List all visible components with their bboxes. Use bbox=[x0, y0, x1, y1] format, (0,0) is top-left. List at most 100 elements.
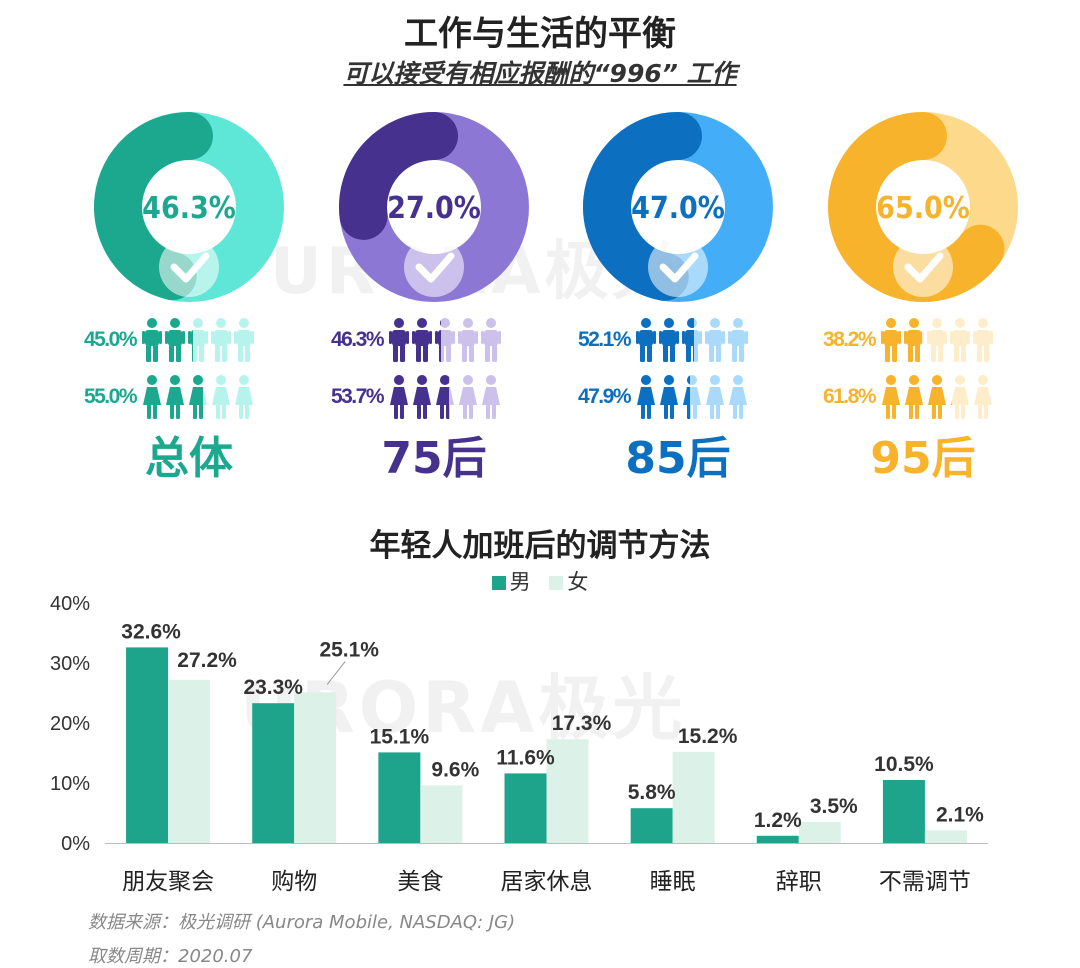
bar-male bbox=[630, 808, 673, 843]
male-person-icon bbox=[904, 318, 923, 362]
male-person-icon bbox=[211, 318, 231, 362]
person-slot bbox=[881, 374, 901, 420]
person-slot bbox=[636, 317, 656, 363]
person-slot bbox=[412, 374, 432, 420]
female-person-icon bbox=[905, 375, 923, 419]
y-tick-label: 30% bbox=[50, 653, 90, 675]
legend-swatch-female bbox=[549, 576, 564, 590]
bar-label-female: 25.1% bbox=[319, 638, 379, 661]
female-person-icon bbox=[436, 375, 449, 419]
person-slot bbox=[904, 317, 924, 363]
male-pct: 45.0% bbox=[83, 328, 138, 351]
female-person-icon bbox=[951, 401, 952, 405]
bar-female bbox=[420, 785, 463, 843]
donut-value-arc bbox=[339, 112, 458, 240]
female-person-icon bbox=[166, 375, 184, 419]
male-person-icon bbox=[188, 318, 208, 362]
bar-label-female: 9.6% bbox=[431, 758, 479, 781]
y-tick-label: 40% bbox=[50, 593, 90, 615]
source-note: 数据来源：极光调研 (Aurora Mobile, NASDAQ: JG) bbox=[88, 912, 516, 933]
male-person-icon bbox=[142, 318, 162, 362]
person-slot bbox=[458, 317, 478, 363]
bar-label-female: 15.2% bbox=[678, 725, 738, 748]
people-row-male: 52.1% bbox=[570, 315, 748, 365]
person-slot bbox=[927, 374, 947, 420]
bar-female bbox=[924, 830, 967, 843]
person-slot bbox=[435, 317, 455, 363]
female-person-icon bbox=[951, 375, 969, 419]
people-row-female: 55.0% bbox=[76, 372, 254, 422]
male-person-icon bbox=[435, 318, 455, 362]
period-note: 取数周期：2020.07 bbox=[88, 946, 253, 967]
person-slot bbox=[165, 374, 185, 420]
female-person-icon bbox=[974, 375, 992, 419]
group-label-85: 85后 bbox=[625, 433, 731, 484]
person-slot bbox=[165, 317, 185, 363]
bar-label-female: 2.1% bbox=[936, 803, 984, 826]
donut-pct-label: 27.0% bbox=[387, 191, 481, 226]
male-person-icon bbox=[973, 318, 993, 362]
male-person-icon bbox=[659, 318, 679, 362]
female-pct: 47.9% bbox=[577, 385, 632, 408]
x-tick-label: 朋友聚会 bbox=[122, 869, 214, 895]
check-icon bbox=[415, 252, 455, 283]
x-tick-label: 购物 bbox=[271, 869, 317, 895]
male-person-icon bbox=[435, 319, 442, 362]
people-row-female: 47.9% bbox=[570, 372, 748, 422]
donut-pct-label: 46.3% bbox=[142, 191, 236, 226]
male-person-icon bbox=[481, 318, 501, 362]
person-slot bbox=[458, 374, 478, 420]
bar-label-female: 3.5% bbox=[810, 795, 858, 818]
female-person-icon bbox=[706, 375, 724, 419]
female-person-icon bbox=[212, 375, 230, 419]
male-person-icon bbox=[458, 318, 478, 362]
person-slot bbox=[234, 317, 254, 363]
person-slot bbox=[142, 374, 162, 420]
bar-male bbox=[126, 647, 169, 843]
female-person-icon bbox=[683, 375, 690, 419]
bar-label-male: 5.8% bbox=[628, 781, 676, 804]
male-pct: 46.3% bbox=[330, 328, 385, 351]
check-icon bbox=[904, 252, 944, 283]
person-slot bbox=[188, 317, 208, 363]
bar-label-female: 27.2% bbox=[177, 649, 237, 672]
person-slot bbox=[142, 317, 162, 363]
person-slot bbox=[705, 317, 725, 363]
bar-female bbox=[546, 739, 589, 843]
bar-female bbox=[798, 822, 841, 843]
male-person-icon bbox=[234, 318, 254, 362]
person-slot bbox=[682, 317, 702, 363]
person-slot bbox=[636, 374, 656, 420]
person-slot bbox=[682, 374, 702, 420]
male-person-icon bbox=[188, 330, 193, 362]
person-slot bbox=[950, 374, 970, 420]
check-badge bbox=[404, 237, 464, 297]
female-pct: 55.0% bbox=[83, 385, 138, 408]
person-slot bbox=[389, 374, 409, 420]
check-icon bbox=[659, 252, 699, 283]
donut-value-arc bbox=[583, 112, 702, 301]
female-person-icon bbox=[729, 375, 747, 419]
bar-male bbox=[504, 773, 547, 843]
bar-label-female: 17.3% bbox=[552, 712, 612, 735]
person-slot bbox=[659, 317, 679, 363]
bar-female bbox=[672, 751, 715, 843]
person-slot bbox=[927, 317, 947, 363]
person-slot bbox=[481, 317, 501, 363]
donut-pct-label: 65.0% bbox=[876, 191, 970, 226]
person-slot bbox=[211, 374, 231, 420]
female-person-icon bbox=[928, 375, 946, 419]
bar-female bbox=[168, 679, 211, 843]
person-slot bbox=[211, 317, 231, 363]
person-slot bbox=[188, 374, 208, 420]
male-pct: 52.1% bbox=[577, 328, 632, 351]
male-person-icon bbox=[927, 318, 947, 362]
person-slot bbox=[389, 317, 409, 363]
people-row-female: 61.8% bbox=[815, 372, 993, 422]
male-person-icon bbox=[165, 318, 185, 362]
check-badge bbox=[648, 237, 708, 297]
group-label-95: 95后 bbox=[870, 433, 976, 484]
x-tick-label: 美食 bbox=[397, 869, 443, 895]
donut-85: 47.0% bbox=[583, 112, 773, 302]
bar-chart: 0% 10% 20% 30% 40% 朋友聚会 购物 美食 居家休息 睡眠 辞职 不需调节 32.6% 2… bbox=[50, 593, 988, 895]
